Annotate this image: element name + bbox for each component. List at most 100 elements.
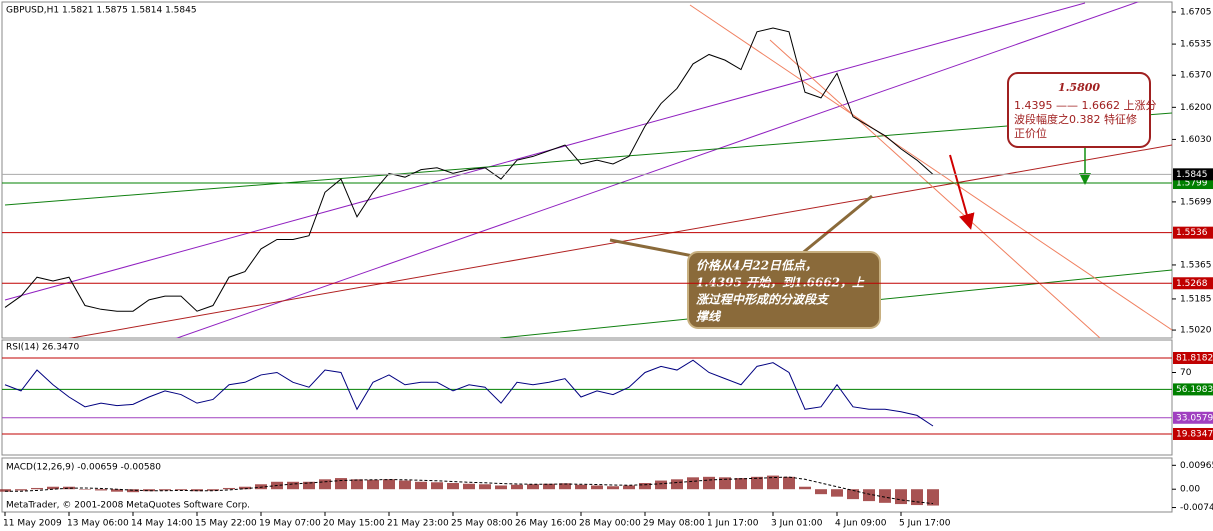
annotation-text: 正价位 (1014, 126, 1047, 140)
bar (415, 481, 427, 490)
x-tick-label: 25 May 08:00 (451, 519, 513, 529)
bar (175, 489, 187, 491)
bar (399, 480, 411, 490)
bar (111, 489, 123, 492)
bar (287, 481, 299, 490)
level-label-bg (1173, 352, 1213, 365)
bar (319, 479, 331, 490)
channel-line (689, 4, 1172, 331)
bar (767, 475, 779, 490)
bar (431, 482, 443, 490)
channel-line (4, 2, 1086, 301)
bar (351, 479, 363, 490)
bar (607, 486, 619, 490)
level-label: 19.8347 (1176, 429, 1213, 439)
annotation-text: 1.4395 —— 1.6662 上涨分 (1014, 99, 1156, 112)
bar (687, 477, 699, 490)
bar (639, 483, 651, 490)
bar (671, 479, 683, 490)
bar (719, 477, 731, 490)
bar (879, 489, 891, 503)
level-label: 1.5536 (1176, 228, 1208, 238)
callout-pointer (799, 194, 873, 257)
x-tick-label: 13 May 06:00 (67, 519, 129, 529)
callout-text: 价格从4月22日低点， (696, 259, 817, 273)
callout-text: 1.4395 开始，到1.6662，上 (696, 276, 865, 290)
y-tick-label: 0.00 (1180, 485, 1200, 495)
last-price-bg (1173, 168, 1213, 181)
bar (703, 476, 715, 490)
y-tick-label: 1.5020 (1180, 326, 1212, 336)
macd-panel (1, 457, 1173, 513)
bar (15, 489, 27, 491)
bar (159, 489, 171, 491)
y-tick-label: 1.6370 (1180, 71, 1212, 81)
channel-line (769, 39, 1101, 338)
panel-title: RSI(14) 26.3470 (6, 343, 79, 353)
y-tick-label: 1.5365 (1180, 260, 1212, 270)
panel-title: MACD(12,26,9) -0.00659 -0.00580 (6, 463, 161, 473)
y-tick-label: 1.5699 (1180, 197, 1212, 207)
y-tick-label: 1.6705 (1180, 8, 1212, 18)
level-label-bg (1173, 411, 1213, 424)
x-tick-label: 11 May 2009 (3, 519, 62, 529)
last-price-label: 1.5845 (1176, 170, 1208, 180)
callout-text: 撑线 (696, 310, 722, 324)
bar (367, 479, 379, 490)
bar (143, 489, 155, 492)
bar (447, 483, 459, 490)
bar (31, 487, 43, 490)
bar (527, 484, 539, 490)
bar (63, 486, 75, 490)
level-label-bg (1173, 383, 1213, 396)
bar (799, 486, 811, 490)
y-tick-label: 1.6200 (1180, 103, 1212, 113)
x-tick-label: 15 May 22:00 (195, 519, 257, 529)
bar (79, 489, 91, 490)
x-tick-label: 20 May 15:00 (323, 519, 385, 529)
bar (655, 480, 667, 490)
level-label: 56.1983 (1176, 385, 1213, 395)
bar (559, 483, 571, 490)
y-tick-label: 1.5185 (1180, 294, 1212, 304)
y-tick-label: 1.6030 (1180, 135, 1212, 145)
x-tick-label: 28 May 00:00 (579, 519, 641, 529)
data-line (4, 359, 934, 427)
trend-lines (4, 2, 1172, 338)
level-label: 1.5268 (1176, 279, 1208, 289)
arrow (949, 154, 975, 230)
callout-box (687, 251, 881, 329)
level-label-bg (1173, 226, 1213, 239)
bar (895, 489, 907, 505)
x-tick-label: 1 Jun 17:00 (707, 519, 759, 529)
bar (127, 489, 139, 493)
bar (815, 489, 827, 495)
bar (591, 485, 603, 490)
bar (239, 486, 251, 490)
data-line (4, 27, 934, 312)
x-tick-label: 21 May 23:00 (387, 519, 449, 529)
bar (623, 485, 635, 490)
x-tick-label: 4 Jun 09:00 (835, 519, 887, 529)
bar (223, 487, 235, 490)
bar (927, 489, 939, 506)
bar (383, 479, 395, 490)
bar (847, 489, 859, 500)
bar (575, 484, 587, 490)
x-tick-label: 5 Jun 17:00 (899, 519, 951, 529)
bar (47, 486, 59, 490)
bar (511, 484, 523, 490)
bar (911, 489, 923, 506)
level-label: 81.8182 (1176, 354, 1213, 364)
bar (95, 489, 107, 491)
bar (335, 478, 347, 490)
rsi-panel (1, 339, 1173, 456)
x-tick-label: 29 May 08:00 (643, 519, 705, 529)
y-tick-label: 70 (1180, 368, 1192, 378)
bar (783, 476, 795, 490)
annotation-box (1007, 72, 1151, 148)
level-label: 1.5799 (1176, 179, 1208, 189)
level-label-bg (1173, 277, 1213, 290)
annotation-text: 波段幅度之0.382 特征修 (1014, 112, 1137, 126)
